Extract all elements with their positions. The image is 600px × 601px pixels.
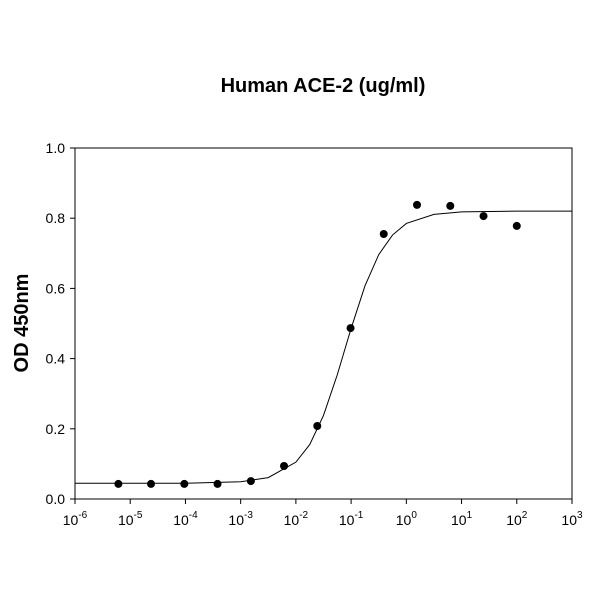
x-tick-base: 10 <box>339 512 355 528</box>
data-point <box>246 477 255 486</box>
x-tick-exponent: -6 <box>78 510 87 521</box>
x-tick-label: 10-1 <box>339 510 364 528</box>
data-point <box>479 212 488 221</box>
data-point <box>180 479 189 488</box>
data-point <box>114 479 123 488</box>
x-tick-base: 10 <box>396 512 412 528</box>
x-tick-label: 101 <box>451 510 473 528</box>
x-tick-exponent: -1 <box>354 510 363 521</box>
data-point <box>412 200 421 209</box>
x-tick-base: 10 <box>118 512 134 528</box>
chart-title: Human ACE-2 (ug/ml) <box>221 75 426 97</box>
y-axis-label: OD 450nm <box>11 274 33 373</box>
x-tick-base: 10 <box>506 512 522 528</box>
x-tick-label: 10-5 <box>118 510 143 528</box>
x-tick-label: 100 <box>396 510 418 528</box>
x-tick-exponent: 2 <box>522 510 528 521</box>
data-point <box>280 462 289 471</box>
x-tick-base: 10 <box>284 512 300 528</box>
x-tick-base: 10 <box>451 512 467 528</box>
x-tick-label: 10-2 <box>284 510 309 528</box>
x-tick-exponent: -4 <box>189 510 198 521</box>
x-tick-label: 10-6 <box>63 510 88 528</box>
y-tick-label: 0.6 <box>46 280 66 296</box>
x-tick-exponent: 3 <box>577 510 583 521</box>
x-tick-base: 10 <box>63 512 79 528</box>
x-tick-exponent: 1 <box>467 510 473 521</box>
x-tick-base: 10 <box>228 512 244 528</box>
x-tick-base: 10 <box>173 512 189 528</box>
x-tick-label: 10-4 <box>173 510 198 528</box>
fit-curve <box>75 210 572 484</box>
y-tick-label: 1.0 <box>46 140 66 156</box>
data-point <box>147 479 156 488</box>
data-point <box>512 221 521 230</box>
data-point <box>446 201 455 210</box>
x-tick-exponent: -5 <box>134 510 143 521</box>
x-tick-base: 10 <box>561 512 577 528</box>
data-point <box>346 324 355 333</box>
x-tick-label: 10-3 <box>228 510 253 528</box>
data-point <box>213 479 222 488</box>
x-tick-exponent: -2 <box>299 510 308 521</box>
y-tick-label: 0.0 <box>46 491 66 507</box>
y-tick-label: 0.2 <box>46 421 66 437</box>
y-tick-label: 0.8 <box>46 210 66 226</box>
x-tick-exponent: -3 <box>244 510 253 521</box>
y-tick-label: 0.4 <box>46 351 66 367</box>
plot-frame <box>74 147 573 500</box>
x-tick-label: 103 <box>561 510 583 528</box>
x-tick-exponent: 0 <box>411 510 417 521</box>
data-point <box>313 421 322 430</box>
x-tick-label: 102 <box>506 510 528 528</box>
data-point <box>379 229 388 238</box>
